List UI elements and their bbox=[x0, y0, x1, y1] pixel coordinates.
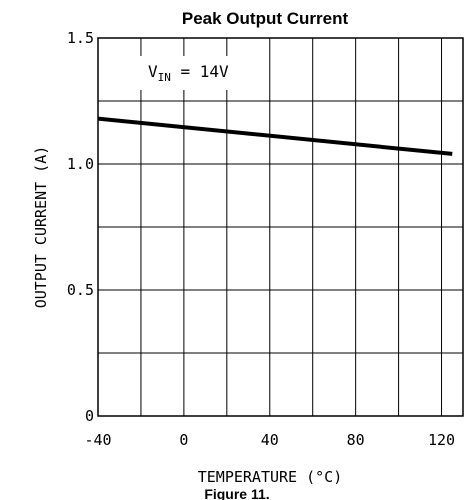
series-group bbox=[97, 116, 453, 156]
annotation-main: V bbox=[148, 62, 158, 81]
grid-lines bbox=[97, 37, 463, 417]
y-tick-label: 0.5 bbox=[67, 281, 94, 299]
series-line bbox=[97, 116, 453, 156]
y-tick-label: 1.0 bbox=[67, 155, 94, 173]
chart-title: Peak Output Current bbox=[182, 9, 349, 28]
annotation-rest: = 14V bbox=[171, 62, 229, 81]
x-tick-label: 120 bbox=[428, 431, 455, 449]
x-tick-label: 80 bbox=[347, 431, 365, 449]
annotation-vin: VIN = 14V bbox=[148, 62, 229, 84]
annotation-sub: IN bbox=[158, 71, 171, 84]
x-tick-label: 40 bbox=[261, 431, 279, 449]
plot-frame bbox=[97, 37, 464, 417]
x-tick-label: -40 bbox=[84, 431, 111, 449]
x-axis-label: TEMPERATURE (°C) bbox=[198, 468, 343, 486]
x-tick-label: 0 bbox=[179, 431, 188, 449]
annotation-background bbox=[140, 56, 238, 90]
y-tick-label: 1.5 bbox=[67, 29, 94, 47]
y-tick-label: 0 bbox=[85, 407, 94, 425]
figure-caption: Figure 11. bbox=[204, 486, 269, 500]
y-axis-label: OUTPUT CURRENT (A) bbox=[32, 146, 50, 309]
y-tick-labels: 0 0.5 1.0 1.5 bbox=[67, 29, 94, 425]
x-tick-labels: -40 0 40 80 120 bbox=[84, 431, 455, 449]
